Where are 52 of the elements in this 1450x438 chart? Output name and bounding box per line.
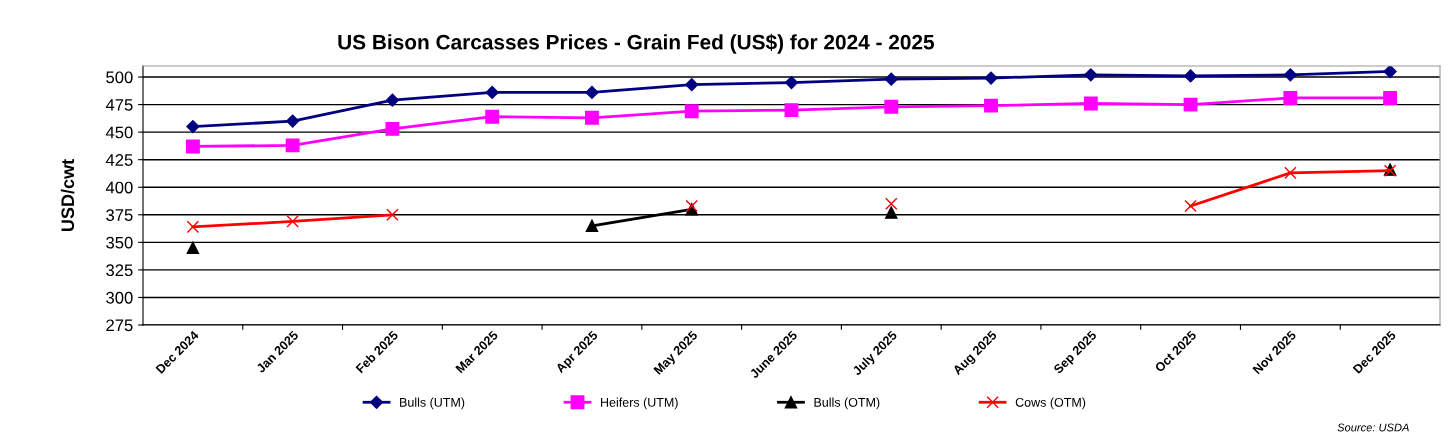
point bbox=[784, 75, 799, 90]
y-tick-label: 400 bbox=[105, 181, 133, 194]
point bbox=[485, 109, 500, 124]
point bbox=[285, 138, 300, 153]
source-note: Source: USDA bbox=[1337, 423, 1409, 432]
point bbox=[185, 139, 200, 154]
chart-title: US Bison Carcasses Prices - Grain Fed (US$) for 2024 - 2025 bbox=[338, 33, 935, 54]
point bbox=[585, 110, 599, 125]
legend-label: Bulls (UTM) bbox=[400, 397, 465, 410]
point bbox=[884, 72, 898, 86]
y-tick-label: 375 bbox=[106, 209, 133, 221]
point bbox=[1183, 69, 1198, 83]
point bbox=[984, 98, 998, 113]
point bbox=[286, 114, 300, 128]
y-tick-label: 300 bbox=[106, 291, 133, 304]
point bbox=[1284, 166, 1297, 180]
point bbox=[186, 120, 200, 134]
point bbox=[585, 219, 599, 233]
point bbox=[885, 206, 898, 219]
point bbox=[385, 121, 400, 136]
y-axis-title: USD/cwt bbox=[60, 159, 75, 232]
y-tick-label: 275 bbox=[106, 319, 133, 332]
point bbox=[585, 85, 599, 100]
point bbox=[1383, 91, 1398, 105]
y-tick-label: 425 bbox=[105, 154, 133, 166]
point bbox=[286, 215, 299, 228]
point bbox=[784, 103, 799, 118]
point bbox=[684, 104, 699, 119]
point bbox=[1083, 96, 1098, 111]
y-tick-label: 325 bbox=[106, 264, 133, 277]
point bbox=[685, 78, 699, 92]
point bbox=[386, 208, 399, 222]
y-tick-label: 500 bbox=[106, 71, 133, 84]
point bbox=[1183, 97, 1198, 112]
point bbox=[186, 220, 200, 234]
point bbox=[1084, 68, 1098, 82]
point bbox=[1283, 91, 1298, 105]
point bbox=[884, 99, 899, 114]
point bbox=[186, 241, 200, 255]
point bbox=[984, 71, 998, 85]
point bbox=[1184, 199, 1197, 213]
point bbox=[1383, 66, 1397, 79]
y-tick-label: 350 bbox=[106, 236, 133, 249]
legend-label: Bulls (OTM) bbox=[814, 397, 880, 410]
y-tick-label: 475 bbox=[105, 99, 133, 111]
point bbox=[885, 197, 898, 211]
point bbox=[385, 93, 400, 107]
legend-label: Cows (OTM) bbox=[1015, 397, 1086, 410]
point bbox=[485, 85, 499, 100]
y-tick-label: 450 bbox=[105, 126, 133, 139]
point bbox=[1283, 68, 1297, 82]
legend-label: Heifers (UTM) bbox=[601, 397, 678, 410]
